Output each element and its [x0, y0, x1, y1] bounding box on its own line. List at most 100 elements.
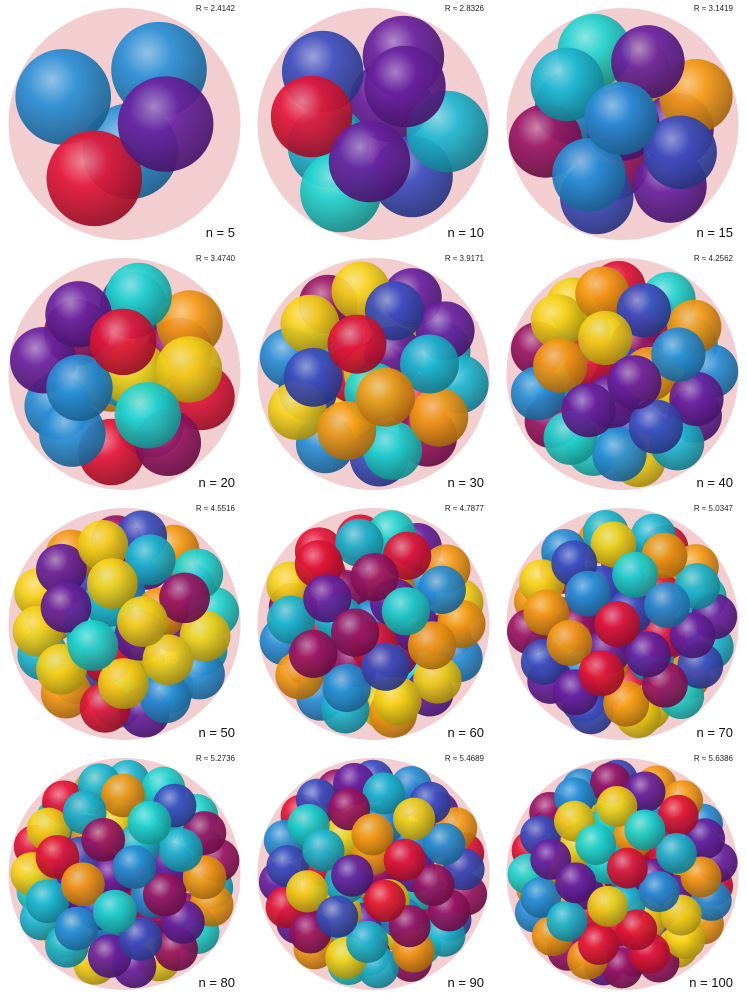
sphere-15-11	[611, 25, 685, 99]
radius-label-n20: R ≈ 3.4740	[195, 254, 235, 263]
radius-label-n15: R ≈ 3.1419	[693, 4, 733, 13]
sphere-40-35	[628, 399, 683, 454]
sphere-10-9	[328, 120, 411, 203]
packing-svg-n20	[8, 258, 241, 490]
sphere-60-53	[289, 629, 338, 678]
sphere-40-36	[651, 327, 706, 382]
sphere-80-78	[93, 889, 137, 934]
sphere-80-77	[81, 817, 126, 862]
count-label-n5: n = 5	[205, 225, 235, 240]
sphere-100-92	[655, 832, 697, 874]
sphere-10-8	[364, 45, 446, 128]
sphere-90-79	[285, 870, 329, 913]
sphere-80-73	[159, 828, 203, 872]
sphere-80-74	[127, 800, 172, 845]
sphere-40-32	[669, 371, 724, 427]
sphere-100-95	[555, 862, 597, 904]
sphere-60-54	[407, 621, 457, 670]
sphere-50-42	[124, 534, 176, 586]
sphere-70-62	[669, 612, 716, 659]
sphere-40-37	[561, 382, 616, 438]
sphere-50-43	[159, 572, 210, 624]
packing-svg-n90	[257, 758, 490, 990]
sphere-60-58	[381, 587, 430, 636]
sphere-100-94	[624, 809, 666, 851]
sphere-90-81	[346, 920, 389, 964]
sphere-100-79	[520, 877, 562, 918]
packing-svg-n10	[257, 8, 490, 240]
sphere-20-19	[89, 308, 157, 376]
sphere-80-67	[101, 773, 145, 818]
sphere-20-18	[46, 354, 113, 421]
sphere-50-49	[117, 596, 168, 647]
count-label-n10: n = 10	[447, 225, 484, 240]
sphere-50-45	[97, 658, 149, 709]
sphere-100-97	[575, 824, 617, 866]
sphere-100-99	[606, 847, 648, 889]
sphere-30-27	[400, 334, 459, 394]
packing-svg-n70	[506, 508, 739, 740]
count-label-n20: n = 20	[198, 475, 235, 490]
radius-label-n80: R ≈ 5.2736	[195, 754, 235, 763]
sphere-60-57	[361, 642, 410, 691]
sphere-10-7	[270, 75, 353, 158]
sphere-30-26	[283, 347, 343, 407]
sphere-50-40	[179, 610, 231, 662]
sphere-15-10	[530, 47, 605, 122]
count-label-n15: n = 15	[696, 225, 733, 240]
count-label-n100: n = 100	[689, 975, 733, 990]
sphere-5-2	[15, 49, 112, 145]
sphere-50-36	[140, 672, 191, 724]
packing-svg-n60	[257, 508, 490, 740]
sphere-70-69	[594, 601, 641, 647]
sphere-100-93	[616, 909, 658, 951]
sphere-15-13	[552, 138, 626, 212]
sphere-40-39	[607, 355, 662, 410]
panel-n30: R ≈ 3.9171 n = 30	[249, 250, 498, 500]
count-label-n90: n = 90	[447, 975, 484, 990]
radius-label-n10: R ≈ 2.8326	[444, 4, 484, 13]
sphere-50-46	[142, 634, 194, 686]
sphere-30-23	[409, 387, 469, 447]
sphere-80-64	[25, 879, 70, 924]
panel-n10: R ≈ 2.8326 n = 10	[249, 0, 498, 250]
sphere-60-59	[331, 608, 380, 657]
sphere-80-75	[142, 872, 187, 917]
sphere-100-98	[587, 885, 629, 927]
radius-label-n5: R ≈ 2.4142	[195, 4, 235, 13]
sphere-90-88	[363, 879, 406, 922]
panel-n40: R ≈ 4.2562 n = 40	[498, 250, 747, 500]
panel-n70: R ≈ 5.0347 n = 70	[498, 500, 747, 750]
packing-svg-n50	[8, 508, 241, 740]
packing-svg-n40	[506, 258, 739, 490]
sphere-50-44	[40, 581, 92, 633]
packing-svg-n80	[8, 758, 241, 990]
sphere-90-80	[393, 797, 436, 840]
sphere-30-21	[280, 294, 340, 354]
radius-label-n100: R ≈ 5.6386	[693, 754, 733, 763]
sphere-90-85	[302, 829, 345, 872]
sphere-30-29	[356, 367, 415, 427]
sphere-100-86	[578, 924, 619, 965]
sphere-70-65	[612, 551, 659, 598]
sphere-70-66	[644, 582, 690, 628]
sphere-40-28	[530, 294, 585, 349]
panel-n60: R ≈ 4.7877 n = 60	[249, 500, 498, 750]
sphere-90-86	[351, 813, 394, 856]
sphere-40-34	[533, 338, 588, 393]
sphere-40-29	[575, 266, 630, 321]
sphere-70-67	[564, 570, 611, 617]
radius-label-n30: R ≈ 3.9171	[444, 254, 484, 263]
radius-label-n40: R ≈ 4.2562	[693, 254, 733, 263]
sphere-60-52	[322, 663, 371, 713]
packing-svg-n30	[257, 258, 490, 490]
sphere-70-58	[603, 680, 650, 727]
sphere-50-47	[86, 558, 138, 609]
sphere-20-10	[156, 290, 223, 357]
sphere-30-22	[363, 420, 423, 480]
sphere-90-77	[423, 822, 466, 866]
sphere-80-72	[118, 917, 163, 961]
sphere-60-50	[417, 565, 466, 614]
count-label-n60: n = 60	[447, 725, 484, 740]
